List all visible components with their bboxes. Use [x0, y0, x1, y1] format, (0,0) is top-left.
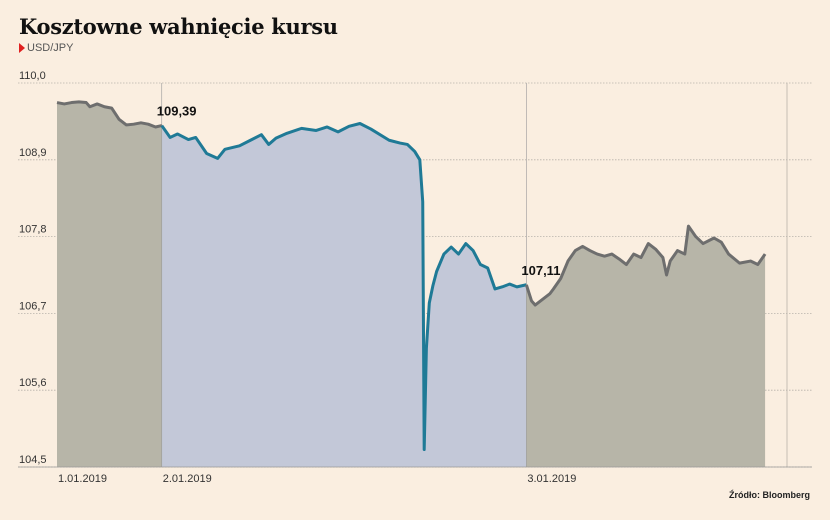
series-line-after: [524, 224, 767, 307]
y-tick-label: 108,9: [19, 147, 47, 159]
value-annotation: 107,11: [521, 263, 560, 278]
area-highlight: [161, 123, 527, 468]
value-annotation: 109,39: [157, 104, 197, 119]
x-tick-label: 2.01.2019: [163, 473, 212, 485]
x-tick-label: 3.01.2019: [527, 473, 576, 485]
series-subtitle: USD/JPY: [19, 42, 73, 54]
chart-title: Kosztowne wahnięcie kursu: [19, 14, 338, 39]
y-tick-label: 105,6: [19, 377, 47, 389]
subtitle-label: USD/JPY: [27, 42, 74, 54]
y-tick-label: 104,5: [19, 454, 47, 466]
series-line-highlight: [160, 121, 527, 452]
triangle-marker-icon: [19, 43, 25, 53]
series-line-before: [56, 100, 163, 129]
x-tick-label: 1.01.2019: [58, 473, 107, 485]
area-after: [526, 226, 766, 467]
y-tick-label: 106,7: [19, 300, 47, 312]
y-tick-label: 110,0: [19, 70, 46, 82]
y-tick-label: 107,8: [19, 224, 47, 236]
area-before: [57, 101, 162, 468]
source-note: Źródło: Bloomberg: [729, 490, 810, 500]
